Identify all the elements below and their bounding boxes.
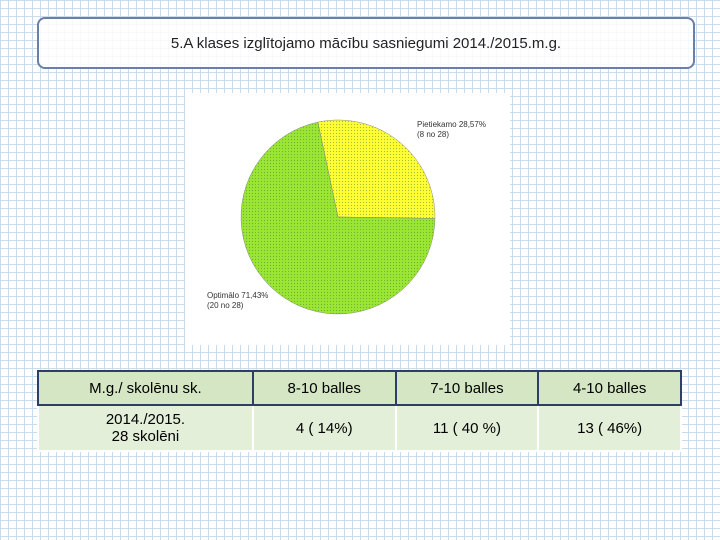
table-cell: 13 ( 46%) <box>537 404 682 452</box>
table-header: 4-10 balles <box>537 370 682 406</box>
cell-line: 28 skolēni <box>111 428 180 445</box>
slice-texture <box>241 122 435 315</box>
slice-category: Optimālo <box>207 291 240 300</box>
table-header: M.g./ skolēnu sk. <box>37 370 254 406</box>
slice-note: (8 no 28) <box>417 130 449 139</box>
chart-image: Pietiekamo 28,57% (8 no 28) Optimālo 71,43… <box>185 93 510 345</box>
slide-title: 5.A klases izglītojamo mācību sasniegumi… <box>37 17 695 69</box>
table-cell: 2014./2015. 28 skolēni <box>37 404 254 452</box>
slice-value: 28,57% <box>459 120 486 129</box>
slice-value: 71,43% <box>241 291 268 300</box>
slice-texture <box>317 120 435 219</box>
table-header: 8-10 balles <box>251 370 397 406</box>
slice-note: (20 no 28) <box>207 301 244 310</box>
table-cell: 4 ( 14%) <box>251 404 397 452</box>
slice-category: Pietiekamo <box>417 120 457 129</box>
table-cell: 11 ( 40 %) <box>394 404 540 452</box>
results-table: M.g./ skolēnu sk. 8-10 balles 7-10 balle… <box>37 370 682 452</box>
slice-label: Optimālo 71,43% <box>207 291 268 300</box>
table-header: 7-10 balles <box>394 370 540 406</box>
slice-label: Pietiekamo 28,57% <box>417 120 486 129</box>
cell-line: 2014./2015. <box>105 411 186 428</box>
chart: Pietiekamo 28,57%(8 no 28)Optimālo 71,43… <box>207 119 486 315</box>
